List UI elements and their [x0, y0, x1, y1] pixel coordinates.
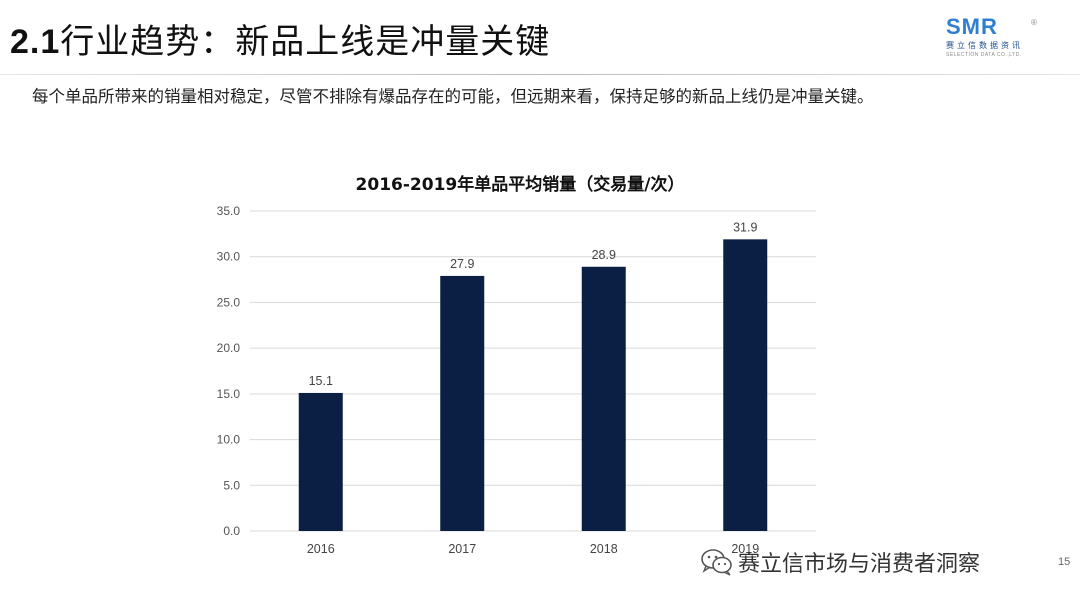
- watermark-text: 赛立信市场与消费者洞察: [738, 552, 981, 577]
- y-tick-label: 35.0: [217, 204, 241, 218]
- bar: [723, 239, 768, 531]
- y-tick-label: 20.0: [217, 341, 241, 355]
- title-divider: [0, 74, 1080, 75]
- logo-mark-text: SMR: [946, 14, 998, 39]
- y-tick-label: 25.0: [217, 295, 241, 309]
- x-tick-label: 2019: [731, 542, 759, 556]
- x-tick-label: 2016: [307, 542, 335, 556]
- bar: [581, 266, 626, 531]
- bar: [440, 275, 485, 531]
- y-tick-label: 0.0: [223, 524, 240, 538]
- logo-chinese-name: 赛立信数据资讯: [946, 41, 1023, 50]
- bar-chart: 0.0 5.0 10.0 15.0 20.0 25.0 30.0 35.0 15.1 2016 27…: [217, 204, 816, 556]
- y-tick-label: 10.0: [217, 433, 241, 447]
- data-label: 27.9: [450, 257, 474, 271]
- logo-mark: SMR ®: [946, 16, 1042, 38]
- data-label: 28.9: [592, 248, 616, 262]
- wechat-watermark: 赛立信市场与消费者洞察: [700, 546, 980, 578]
- lead-paragraph: 每个单品所带来的销量相对稳定，尽管不排除有爆品存在的可能，但远期来看，保持足够的…: [32, 87, 874, 106]
- bar: [298, 392, 343, 531]
- y-tick-label: 5.0: [223, 478, 240, 492]
- page-title: 2.1行业趋势：新品上线是冲量关键: [10, 14, 550, 63]
- logo-english-name: SELECTION DATA CO.,LTD.: [946, 52, 1022, 58]
- page-number: 15: [1058, 556, 1071, 568]
- title-number: 2.1: [10, 23, 61, 61]
- chart-title: 2016-2019年单品平均销量（交易量/次）: [355, 175, 685, 195]
- data-label: 31.9: [733, 220, 757, 234]
- wechat-icon: [701, 549, 732, 576]
- x-tick-label: 2018: [590, 542, 618, 556]
- logo-registered: ®: [1031, 18, 1038, 27]
- data-label: 15.1: [309, 374, 333, 388]
- y-tick-label: 30.0: [217, 250, 241, 264]
- y-tick-label: 15.0: [217, 387, 241, 401]
- x-tick-label: 2017: [448, 542, 476, 556]
- title-text: 行业趋势：新品上线是冲量关键: [60, 22, 551, 62]
- company-logo: SMR ® 赛立信数据资讯 SELECTION DATA CO.,LTD.: [946, 16, 1042, 66]
